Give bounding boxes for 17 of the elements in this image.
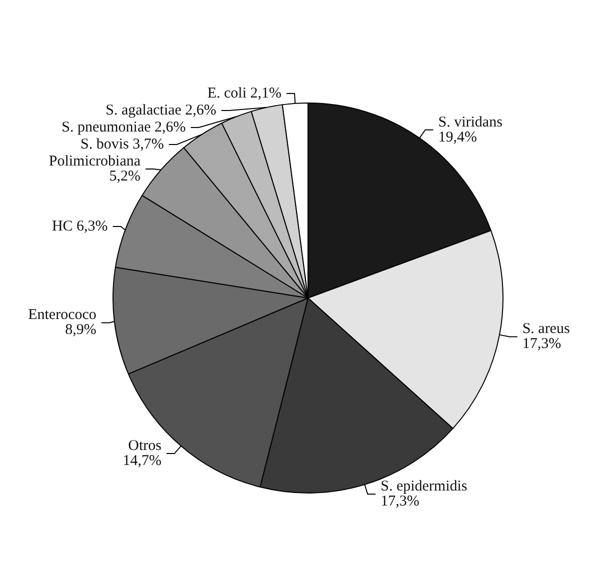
slice-label: Enterococo bbox=[28, 307, 96, 324]
data-label: 8,9% bbox=[65, 322, 96, 338]
data-label: 5,2% bbox=[109, 168, 141, 184]
data-label: 17,3% bbox=[522, 336, 562, 352]
slice-label: HC 6,3% bbox=[52, 218, 108, 235]
slice-label: E. coli 2,1% bbox=[207, 85, 282, 102]
slice-label: S. areus bbox=[522, 321, 570, 338]
slice-label: Polimicrobiana bbox=[48, 153, 141, 170]
slice-label: S. pneumoniae 2,6% bbox=[62, 119, 186, 136]
data-label: 19,4% bbox=[438, 129, 477, 146]
slice-label: S. bovis 3,7% bbox=[80, 136, 164, 152]
slice-label: S. viridans bbox=[438, 114, 503, 130]
data-label: 17,3% bbox=[380, 494, 420, 510]
slice-label: S. epidermidis bbox=[380, 478, 468, 495]
slice-label: S. agalactiae 2,6% bbox=[106, 102, 216, 118]
data-label: 14,7% bbox=[122, 453, 162, 470]
slice-label: Otros bbox=[128, 438, 162, 454]
